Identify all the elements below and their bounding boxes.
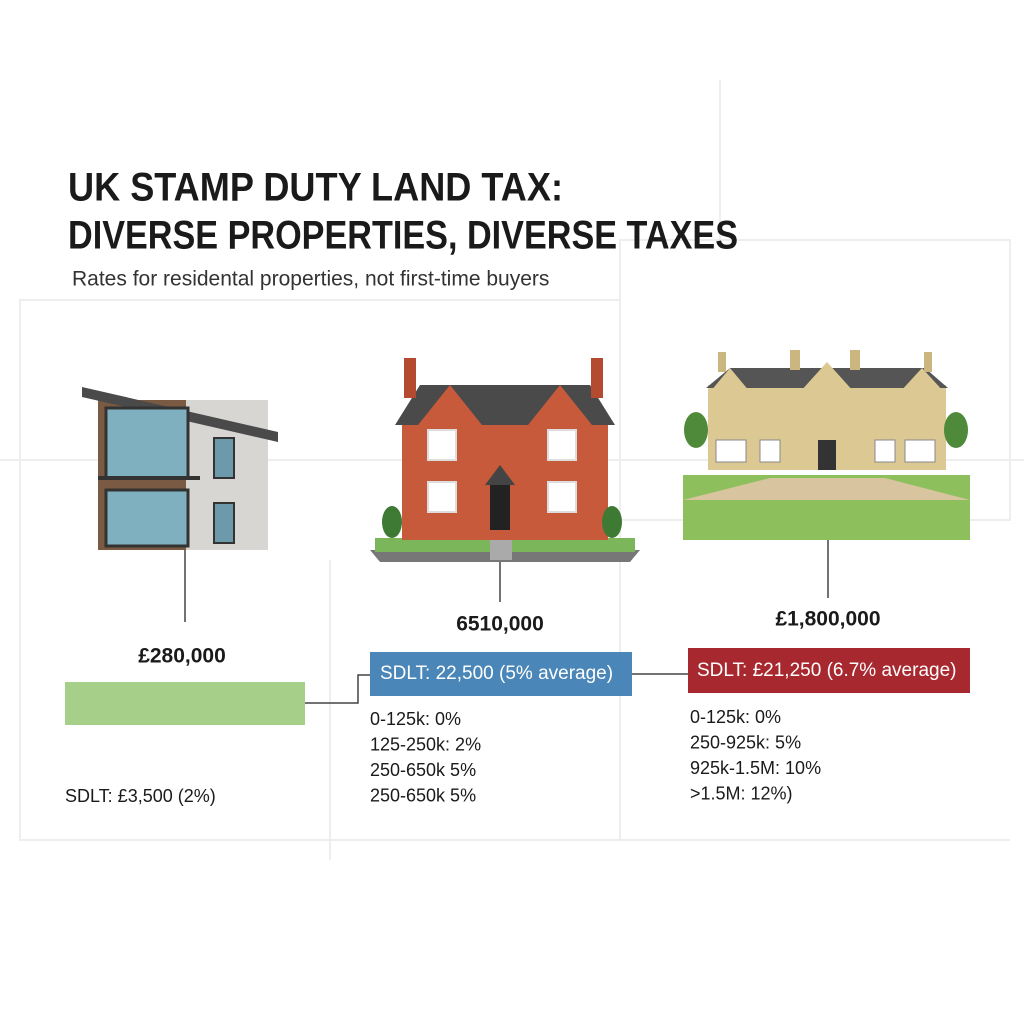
sdlt-box	[688, 648, 970, 693]
connector	[305, 674, 370, 704]
brick-house-illustration	[370, 358, 640, 602]
rate-band: 250-650k 5%	[370, 760, 476, 780]
rate-band: >1.5M: 12%)	[690, 783, 793, 803]
manor-house-illustration	[683, 350, 970, 598]
title-line: DIVERSE PROPERTIES, DIVERSE TAXES	[68, 214, 738, 258]
rate-band: 250-925k: 5%	[690, 732, 801, 752]
sdlt-summary: SDLT: £21,250 (6.7% average)	[697, 660, 956, 681]
rate-band: 925k-1.5M: 10%	[690, 758, 821, 778]
sdlt-summary: SDLT: £3,500 (2%)	[65, 786, 216, 806]
property-price: £1,800,000	[775, 608, 880, 631]
rate-band: 250-650k 5%	[370, 785, 476, 805]
rate-bands: 0-125k: 0% 125-250k: 2% 250-650k 5% 250-650…	[370, 707, 821, 806]
rate-band: 125-250k: 2%	[370, 734, 481, 754]
subtitle: Rates for residental properties, not fir…	[72, 268, 549, 291]
modern-house-illustration	[82, 387, 278, 622]
sdlt-summary: SDLT: 22,500 (5% average)	[380, 663, 613, 684]
sdlt-box	[370, 652, 632, 696]
title-line: UK STAMP DUTY LAND TAX:	[68, 166, 563, 210]
sdlt-bar	[65, 682, 305, 725]
property-price: 6510,000	[456, 613, 544, 636]
rate-band: 0-125k: 0%	[690, 707, 781, 727]
property-price: £280,000	[138, 645, 226, 668]
rate-band: 0-125k: 0%	[370, 709, 461, 729]
